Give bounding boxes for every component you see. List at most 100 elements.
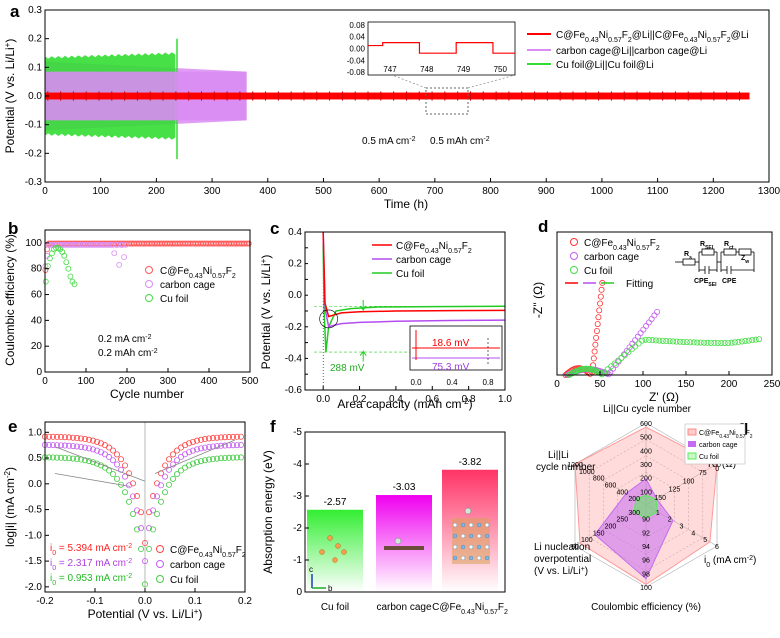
point-d-cu-foil-tail [619,355,624,360]
radar-tick-label: 100 [683,478,695,485]
x-tick-label-a: 900 [538,186,555,197]
point-e-series-2 [130,494,135,499]
point-d-c-fe-ni-f2-tail [598,294,603,299]
inset-a-xtick: 748 [420,65,434,74]
y-tick-label-f: -2 [293,523,302,534]
point-e-series-2 [122,474,127,479]
legend-d-fitting: Fitting [626,279,653,290]
y-tick-label-a: -0.3 [25,177,43,188]
x-tick-label-e: 0.2 [238,596,252,607]
cu-atom [342,550,347,555]
circuit-label-rs: Rs [684,251,692,261]
point-e-series-2 [154,494,159,499]
point-e-series-3 [114,476,119,481]
radar-tick-label: 96 [642,558,650,565]
point-b-cu-foil [68,274,73,279]
li-atom [395,538,401,544]
fenif2-atom [453,556,457,560]
y-tick-label-e: 1.0 [28,427,42,438]
panel-b-xlabel: Cycle number [110,387,184,401]
legend-d-series-3: Cu foil [584,266,612,277]
fenif2-atom [477,523,481,527]
legend-e-series-1: C@Fe0.43Ni0.57F2 [170,545,246,559]
radar-tick-label: 75 [699,470,707,477]
axis-c-label: c [309,565,313,574]
y-tick-label-b: 100 [25,238,42,249]
point-d-carbon-cage-tail [652,313,657,318]
x-tick-label-e: 0.0 [138,596,152,607]
fenif2-atom [461,556,465,560]
radar-tick-label: 200 [605,524,617,531]
radar-axis-label-1: Li||Cu cycle number [603,404,692,415]
panel-e-i0-2: i0 = 2.317 mA cm-2 [50,558,132,572]
point-d-carbon-cage-tail [638,331,643,336]
panel-a-current-annotation: 0.5 mA cm-2 [362,136,416,148]
y-tick-label-a: -0.2 [25,148,43,159]
point-b-carbon-cage [122,255,127,260]
panel-b-current-annotation: 0.2 mA cm-2 [98,334,152,346]
panel-d-legend: C@Fe0.43Ni0.57F2 carbon cage Cu foil Fit… [565,238,660,290]
panel-a-legend: C@Fe0.43Ni0.57F2@Li||C@Fe0.43Ni0.57F2@Li… [527,30,749,71]
x-tick-label-a: 100 [92,186,109,197]
fenif2-atom [485,523,489,527]
fenif2-atom [461,545,465,549]
point-d-cu-foil-tail [636,341,641,346]
fenif2-atom [477,545,481,549]
y-tick-label-e: -0.5 [25,505,43,516]
point-d-carbon-cage-tail [646,320,651,325]
cu-atom [333,558,338,563]
y-tick-label-e: -2.0 [25,582,43,593]
point-d-c-fe-ni-f2-tail [591,356,596,361]
fenif2-atom [469,545,473,549]
panel-e-xlabel: Potential (V vs. Li/Li+) [88,607,203,622]
panel-e-label: e [8,417,17,436]
inset-a-xtick: 750 [494,65,508,74]
panel-d-ylabel: -Z'' (Ω) [531,282,545,318]
y-tick-label-b: 60 [31,290,43,301]
inset-a-xtick: 749 [457,65,471,74]
bar-f-1 [307,510,363,592]
panel-b-capacity-annotation: 0.2 mAh cm-2 [98,348,158,360]
inset-c-xtick: 0.0 [410,378,422,387]
panel-e-i0-3: i0 = 0.953 mA cm-2 [50,573,132,587]
radar-axis-label-5: Li nucleation [534,542,590,553]
point-d-c-fe-ni-f2-tail [593,342,598,347]
y-tick-label-c: 0.2 [288,259,302,270]
point-b-cu-foil [62,253,67,258]
y-tick-label-a: 0.2 [28,34,42,45]
point-b-cu-foil [43,279,48,284]
panel-a-capacity-annotation: 0.5 mAh cm-2 [430,136,490,148]
x-tick-label-b: 500 [242,376,259,387]
y-tick-label-f: 0 [296,587,302,598]
fenif2-atom [485,545,489,549]
fenif2-atom [485,534,489,538]
point-d-carbon-cage-tail [655,309,660,314]
legend-c-series-3: Cu foil [396,269,424,280]
legend-b-series-3: Cu foil [160,294,188,305]
panel-e-i0-1: i0 = 5.394 mA cm-2 [50,543,132,557]
point-e-series-3 [158,499,163,504]
radar-tick-label: 150 [654,495,666,502]
panel-f-category-3: C@Fe0.43Ni0.57F2 [432,602,508,616]
legend-a-series-3: Cu foil@Li||Cu foil@Li [556,60,654,71]
fenif2-atom [477,534,481,538]
x-tick-label-e: -0.1 [86,596,104,607]
carbon-layer [384,546,424,550]
radar-tick-label: 250 [616,517,628,524]
bar-f-2 [376,495,432,592]
point-e-series-1 [162,463,167,468]
inset-a-ytick: 0.04 [349,33,365,42]
radar-axis-label-3: i0 (mA cm-2) [704,555,756,569]
legend-g-series-2: carbon cage [699,442,738,449]
y-tick-label-a: 0.0 [28,91,42,102]
radar-tick-label: 3 [680,524,684,531]
fenif2-atom [469,534,473,538]
inset-a-ytick: 0.00 [349,45,365,54]
fenif2-atom [453,545,457,549]
panel-f: f -2.57-3.03-3.82 0-1-2-3-4-5 Absorption… [261,417,508,616]
radar-tick-label: 5 [703,537,707,544]
point-d-c-fe-ni-f2-tail [595,321,600,326]
x-tick-label-a: 0 [42,186,48,197]
